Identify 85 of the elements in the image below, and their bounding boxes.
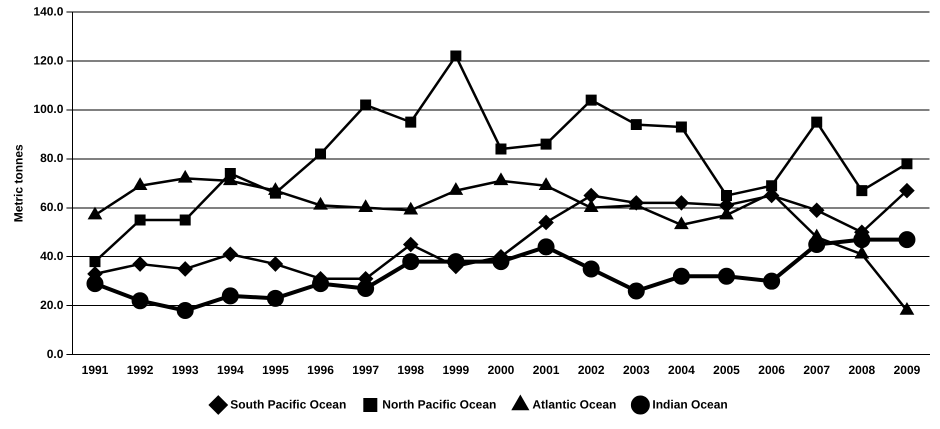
- point: [630, 119, 642, 130]
- x-tick-label: 1995: [262, 363, 290, 378]
- point: [809, 202, 824, 218]
- x-tick-label: 1991: [82, 363, 109, 378]
- point: [900, 183, 914, 198]
- point: [132, 292, 149, 310]
- y-tick-label: 60.0: [40, 200, 64, 214]
- point: [314, 198, 327, 210]
- x-tick-label: 2009: [894, 363, 921, 378]
- point: [856, 185, 868, 196]
- point: [628, 282, 645, 300]
- point: [584, 188, 598, 203]
- point: [672, 268, 690, 285]
- point: [359, 200, 372, 212]
- point: [582, 260, 600, 278]
- y-tick-label: 80.0: [40, 151, 64, 166]
- point: [178, 171, 192, 183]
- x-tick-label: 1993: [172, 363, 199, 378]
- point: [89, 256, 100, 268]
- legend-label: Indian Ocean: [652, 397, 728, 412]
- x-tick-label: 1992: [126, 363, 154, 378]
- point: [763, 272, 780, 290]
- point: [224, 168, 236, 180]
- point: [898, 231, 916, 248]
- point: [538, 215, 554, 230]
- point: [132, 256, 148, 272]
- point: [450, 50, 462, 62]
- point: [495, 144, 506, 155]
- x-tick-label: 2002: [578, 363, 605, 378]
- x-tick-label: 1997: [352, 363, 380, 378]
- point: [540, 138, 552, 150]
- point: [674, 218, 688, 230]
- x-tick-label: 1994: [216, 363, 244, 378]
- point: [494, 174, 508, 186]
- y-tick-label: 20.0: [40, 298, 64, 312]
- point: [178, 262, 192, 276]
- point: [449, 183, 462, 195]
- point: [538, 238, 555, 256]
- y-tick-label: 40.0: [40, 249, 64, 264]
- x-tick-label: 2007: [803, 363, 830, 378]
- point: [268, 256, 283, 272]
- point: [315, 148, 326, 160]
- point: [718, 268, 736, 285]
- point: [586, 94, 597, 106]
- x-tick-label: 2008: [848, 363, 876, 378]
- y-tick-label: 140.0: [33, 4, 64, 18]
- x-tick-label: 1998: [397, 363, 424, 378]
- x-tick-label: 2005: [713, 363, 740, 378]
- point: [676, 122, 687, 133]
- x-tick-label: 1999: [442, 363, 470, 378]
- point: [88, 208, 102, 220]
- point: [134, 214, 146, 226]
- point: [540, 178, 553, 190]
- point: [266, 290, 284, 307]
- point: [584, 200, 598, 212]
- point: [402, 253, 420, 270]
- x-tick-label: 2003: [622, 363, 650, 378]
- legend-label: North Pacific Ocean: [382, 397, 496, 412]
- point: [901, 158, 912, 170]
- legend-label: Atlantic Ocean: [532, 397, 616, 412]
- point: [405, 116, 416, 128]
- y-tick-label: 0.0: [46, 346, 64, 361]
- point: [855, 247, 868, 259]
- point: [674, 196, 689, 210]
- y-axis-title: Metric tonnes: [12, 144, 26, 222]
- point: [403, 237, 418, 252]
- point: [176, 302, 194, 320]
- x-tick-label: 2004: [668, 363, 696, 378]
- point: [360, 100, 372, 110]
- legend-label: South Pacific Ocean: [230, 397, 346, 412]
- y-tick-label: 100.0: [33, 102, 64, 116]
- point: [134, 178, 147, 190]
- x-tick-label: 2006: [758, 363, 786, 378]
- point: [721, 190, 732, 202]
- point: [223, 247, 238, 262]
- x-tick-label: 1996: [307, 363, 334, 378]
- point: [766, 180, 778, 192]
- x-tick-label: 2001: [532, 363, 560, 378]
- point: [222, 287, 239, 304]
- x-tick-label: 2000: [488, 363, 515, 378]
- point: [404, 202, 418, 214]
- y-tick-label: 120.0: [33, 53, 64, 68]
- point: [900, 303, 914, 315]
- point: [180, 214, 191, 226]
- point: [811, 116, 822, 128]
